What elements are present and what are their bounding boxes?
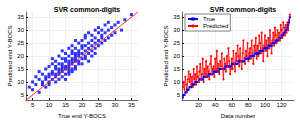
svg-text:100: 100 [260,102,271,108]
svg-text:True: True [203,16,216,22]
svg-text:Predicted end Y-BOCS: Predicted end Y-BOCS [7,26,13,87]
svg-text:10: 10 [17,79,24,85]
svg-text:60: 60 [228,102,235,108]
svg-text:35: 35 [173,14,180,20]
svg-text:25: 25 [173,40,180,46]
svg-text:120: 120 [277,102,288,108]
svg-text:25: 25 [95,102,102,108]
svg-text:10: 10 [46,102,53,108]
svg-text:10: 10 [173,79,180,85]
svg-text:35: 35 [128,102,135,108]
svg-text:35: 35 [17,14,24,20]
svg-text:20: 20 [79,102,86,108]
svg-text:20: 20 [195,102,202,108]
svg-text:Predicted: Predicted [203,23,228,29]
svg-text:15: 15 [62,102,69,108]
svg-text:25: 25 [17,40,24,46]
svg-text:40: 40 [212,102,219,108]
svg-text:SVR common-digits: SVR common-digits [210,6,277,14]
svg-text:15: 15 [17,66,24,72]
svg-text:True end Y-BOCS: True end Y-BOCS [58,113,106,119]
svg-text:20: 20 [17,53,24,59]
svg-text:5: 5 [177,92,181,98]
svg-text:30: 30 [17,27,24,33]
svg-text:5: 5 [21,92,25,98]
svg-text:30: 30 [112,102,119,108]
svg-text:Data number: Data number [221,113,256,119]
svg-text:30: 30 [173,27,180,33]
svg-text:Predicted end Y-BOCS: Predicted end Y-BOCS [163,26,169,87]
svg-text:80: 80 [245,102,252,108]
svg-text:20: 20 [173,53,180,59]
svg-text:SVR common-digits: SVR common-digits [54,6,121,14]
svg-text:5: 5 [31,102,35,108]
svg-text:15: 15 [173,66,180,72]
